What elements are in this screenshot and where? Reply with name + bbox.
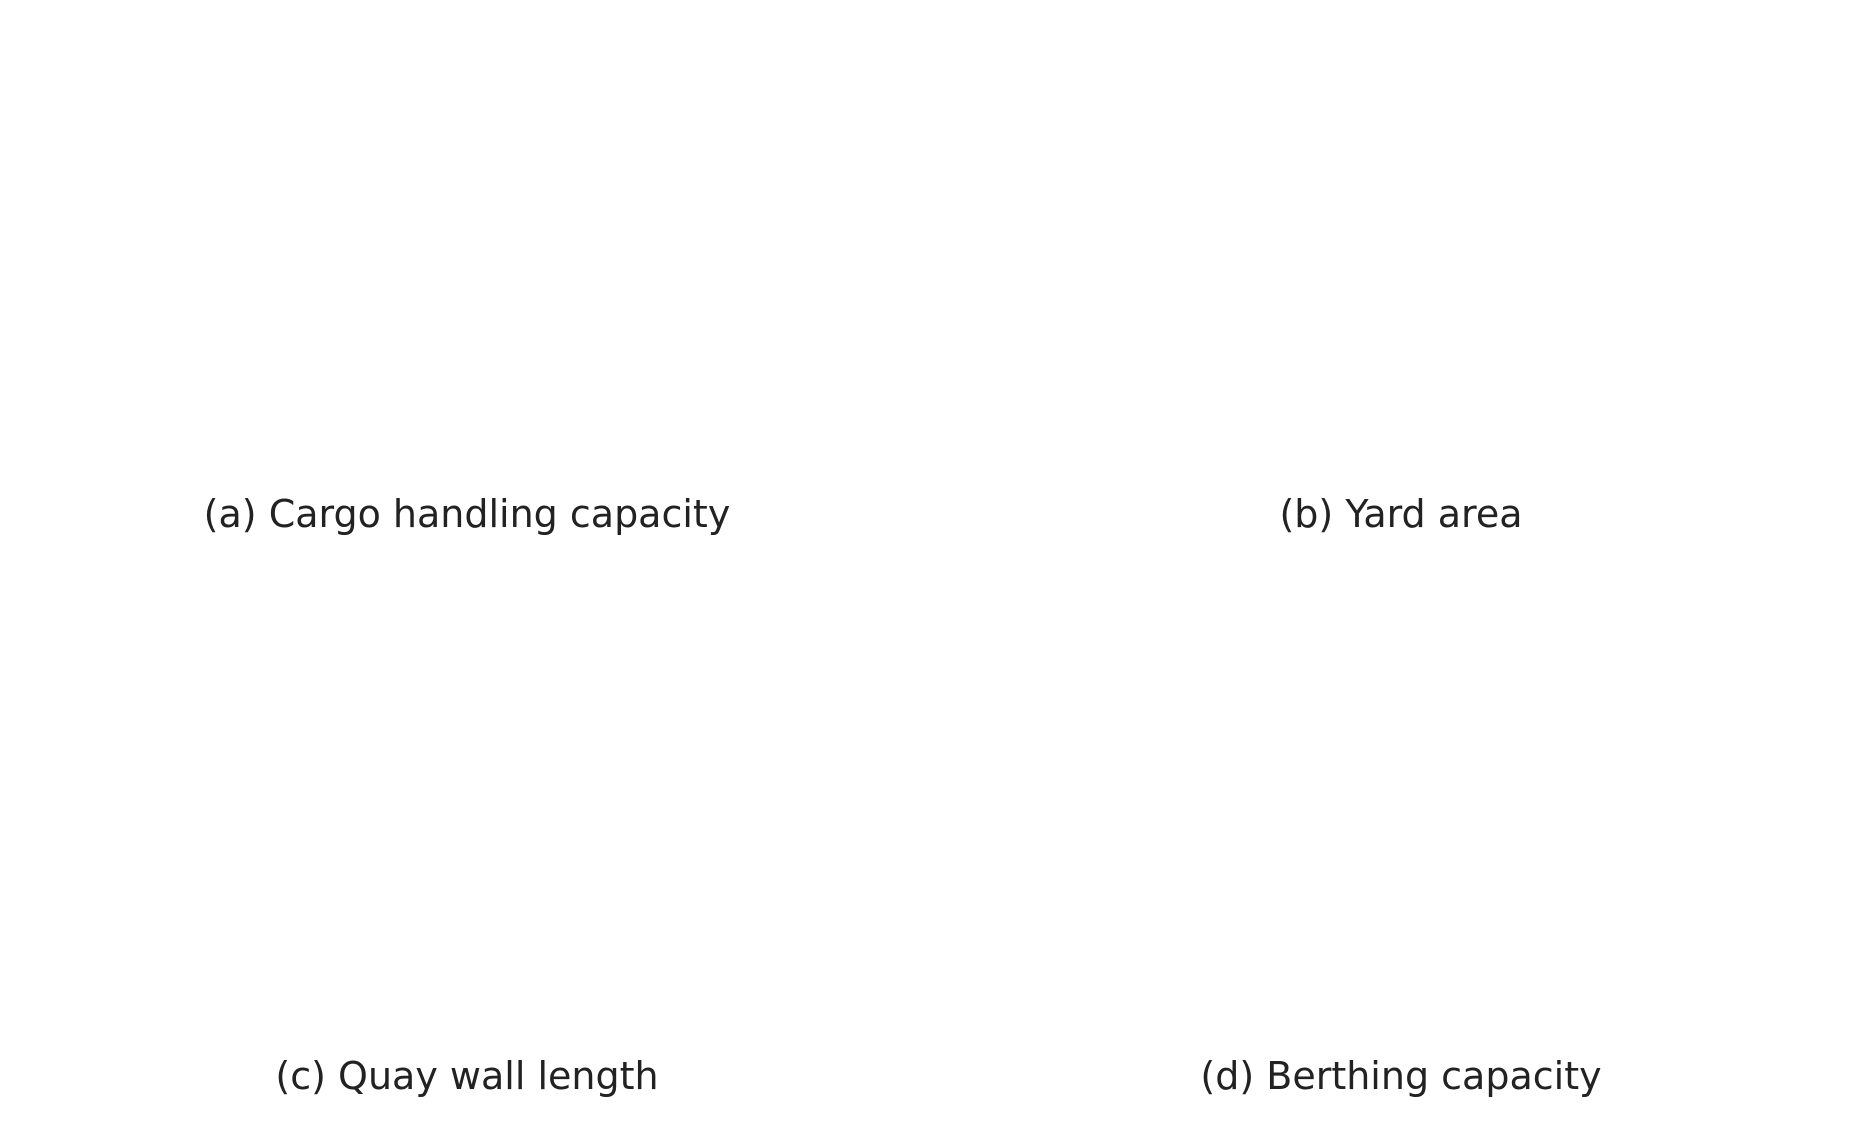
caption-b: (b) Yard area xyxy=(1279,492,1523,536)
chart-panel-c xyxy=(6,548,928,1046)
chart-b xyxy=(940,10,1862,476)
chart-a xyxy=(6,4,928,484)
chart-panel-b xyxy=(940,10,1862,476)
chart-c xyxy=(6,548,928,1046)
caption-a: (a) Cargo handling capacity xyxy=(203,492,731,536)
chart-d xyxy=(940,548,1862,1046)
caption-d: (d) Berthing capacity xyxy=(1200,1054,1602,1098)
chart-panel-d xyxy=(940,548,1862,1046)
caption-c: (c) Quay wall length xyxy=(275,1054,659,1098)
chart-panel-a xyxy=(6,4,928,484)
